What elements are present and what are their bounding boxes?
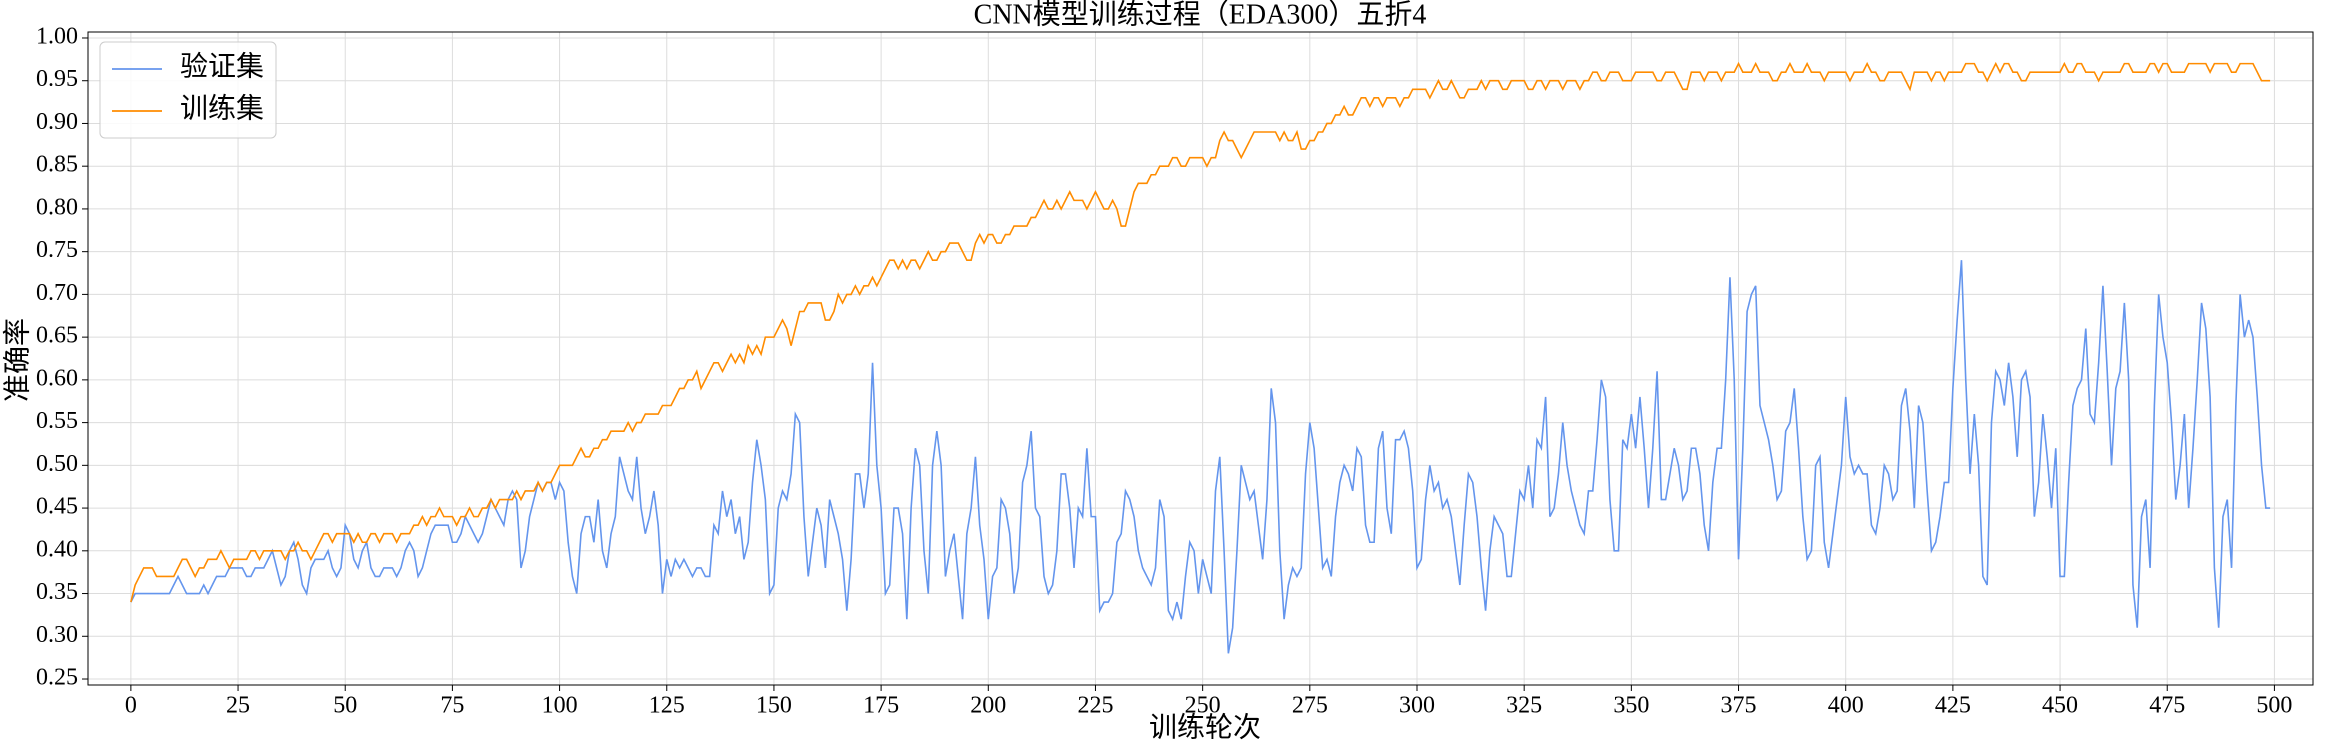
legend-label: 训练集	[180, 92, 264, 124]
x-tick-label: 325	[1506, 693, 1542, 719]
x-tick-label: 225	[1077, 693, 1113, 719]
plot-frame	[87, 31, 2314, 686]
y-tick-label: 0.75	[36, 237, 78, 263]
x-tick-label: 425	[1935, 693, 1971, 719]
y-tick-label: 1.00	[36, 23, 78, 49]
x-tick-label: 25	[226, 693, 250, 719]
x-tick-label: 500	[2256, 693, 2292, 719]
x-tick-label: 100	[542, 693, 578, 719]
x-tick-label: 175	[863, 693, 899, 719]
x-tick-label: 75	[440, 693, 464, 719]
x-tick-label: 125	[649, 693, 685, 719]
y-tick-label: 0.40	[36, 536, 78, 562]
x-tick-label: 275	[1292, 693, 1328, 719]
y-tick-label: 0.95	[36, 66, 78, 92]
y-tick-label: 0.30	[36, 622, 78, 648]
x-tick-label: 0	[125, 693, 137, 719]
chart-title: CNN模型训练过程（EDA300）五折4	[974, 0, 1427, 30]
x-tick-label: 50	[333, 693, 357, 719]
y-tick-label: 0.90	[36, 109, 78, 135]
y-tick-label: 0.60	[36, 365, 78, 391]
y-tick-label: 0.55	[36, 408, 78, 434]
y-tick-label: 0.80	[36, 194, 78, 220]
y-tick-label: 0.50	[36, 451, 78, 477]
y-tick-label: 0.65	[36, 323, 78, 349]
x-tick-label: 475	[2149, 693, 2185, 719]
series-line	[130, 61, 2271, 603]
x-tick-label: 400	[1828, 693, 1864, 719]
series-line	[130, 260, 2271, 654]
y-tick-label: 0.70	[36, 280, 78, 306]
y-axis-label: 准确率	[1, 318, 33, 402]
y-tick-label: 0.45	[36, 494, 78, 520]
x-tick-label: 150	[756, 693, 792, 719]
x-tick-label: 350	[1613, 693, 1649, 719]
y-tick-label: 0.35	[36, 579, 78, 605]
legend-label: 验证集	[180, 50, 264, 82]
legend-frame	[99, 41, 277, 139]
x-tick-label: 200	[970, 693, 1006, 719]
y-tick-label: 0.25	[36, 665, 78, 691]
x-tick-label: 375	[1721, 693, 1757, 719]
x-axis-label: 训练轮次	[1149, 711, 1261, 743]
x-tick-label: 250	[1185, 693, 1221, 719]
x-tick-label: 450	[2042, 693, 2078, 719]
y-tick-label: 0.85	[36, 152, 78, 178]
x-tick-label: 300	[1399, 693, 1435, 719]
